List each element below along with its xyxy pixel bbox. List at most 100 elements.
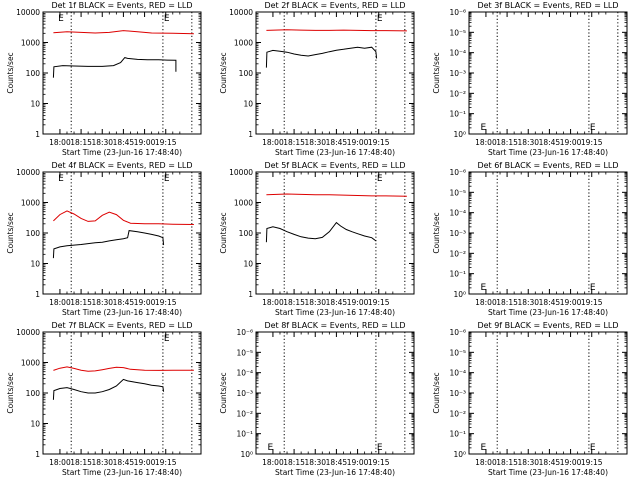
x-tick-label: 18:30 xyxy=(304,458,326,467)
y-tick-label: 1 xyxy=(248,130,253,139)
events-series-line xyxy=(265,221,377,243)
y-tick-label: 10 xyxy=(30,260,40,269)
e-marker: E xyxy=(377,14,383,24)
plot-frame xyxy=(468,11,628,135)
y-tick-label: 10⁰ xyxy=(453,290,466,299)
panel-title: Det 8f BLACK = Events, RED = LLD xyxy=(264,321,405,330)
y-tick-label: 10000 xyxy=(16,8,40,17)
plot-frame xyxy=(42,331,202,455)
plot-frame xyxy=(255,331,415,455)
panel-title: Det 4f BLACK = Events, RED = LLD xyxy=(51,161,192,170)
y-tick-label: 10⁻² xyxy=(449,409,466,418)
y-tick-label: 10000 xyxy=(229,168,253,177)
x-tick-label: 18:00 xyxy=(475,138,497,147)
y-tick-label: 1 xyxy=(35,450,40,459)
panel-title: Det 6f BLACK = Events, RED = LLD xyxy=(477,161,618,170)
y-axis-label: Counts/sec xyxy=(219,52,228,93)
x-tick-label: 18:00 xyxy=(262,298,284,307)
y-tick-label: 10 xyxy=(30,100,40,109)
y-axis-label: Counts/sec xyxy=(219,212,228,253)
y-tick-label: 10⁻² xyxy=(449,249,466,258)
events-series-line xyxy=(52,378,165,400)
panel-title: Det 3f BLACK = Events, RED = LLD xyxy=(477,1,618,10)
e-marker: E xyxy=(164,174,170,184)
y-tick-label: 1 xyxy=(35,130,40,139)
y-tick-label: 10⁰ xyxy=(453,130,466,139)
e-marker: E xyxy=(164,14,170,24)
y-axis-label: Counts/sec xyxy=(432,212,441,253)
detector-panel-5: Det 5f BLACK = Events, RED = LLD 1 10 100 10… xyxy=(219,161,415,317)
y-tick-label: 10⁻⁵ xyxy=(449,188,466,197)
y-tick-label: 1000 xyxy=(21,39,40,48)
y-axis-label: Counts/sec xyxy=(6,52,15,93)
x-tick-label: 18:00 xyxy=(49,458,71,467)
panel-title: Det 2f BLACK = Events, RED = LLD xyxy=(264,1,405,10)
e-marker: E xyxy=(480,283,486,293)
y-tick-label: 10⁻¹ xyxy=(449,270,466,279)
y-tick-label: 10⁰ xyxy=(240,450,253,459)
panel-title: Det 7f BLACK = Events, RED = LLD xyxy=(51,321,192,330)
y-tick-label: 10⁻³ xyxy=(449,229,466,238)
y-tick-label: 100 xyxy=(26,69,41,78)
y-tick-label: 10⁻² xyxy=(236,409,253,418)
x-tick-label: 19:00 xyxy=(134,298,156,307)
e-marker: E xyxy=(58,14,64,24)
y-tick-label: 10 xyxy=(243,100,253,109)
plot-frame xyxy=(255,171,415,295)
e-marker: E xyxy=(164,334,170,344)
events-series-line xyxy=(52,230,165,259)
y-tick-label: 10⁻⁶ xyxy=(449,328,466,337)
e-marker: E xyxy=(267,443,273,453)
detector-panel-3: Det 3f BLACK = Events, RED = LLD 10⁰ 10⁻¹ 1… xyxy=(432,1,628,157)
panel-title: Det 5f BLACK = Events, RED = LLD xyxy=(264,161,405,170)
x-tick-label: 18:15 xyxy=(283,138,305,147)
lld-series-line xyxy=(266,29,407,32)
x-tick-label: 18:45 xyxy=(113,298,135,307)
lld-series-line xyxy=(53,210,194,225)
x-tick-label: 18:15 xyxy=(70,138,92,147)
y-tick-label: 100 xyxy=(239,229,254,238)
x-tick-label: 19:00 xyxy=(347,458,369,467)
e-marker: E xyxy=(377,174,383,184)
y-tick-label: 10⁻¹ xyxy=(449,110,466,119)
y-tick-label: 10⁻⁴ xyxy=(449,369,466,378)
x-axis-label: Start Time (23-Jun-16 17:48:40) xyxy=(62,308,182,317)
y-tick-label: 10⁻³ xyxy=(449,69,466,78)
x-tick-label: 19:00 xyxy=(347,298,369,307)
e-marker: E xyxy=(590,283,596,293)
y-tick-label: 10⁻⁵ xyxy=(449,28,466,37)
x-tick-label: 18:15 xyxy=(70,458,92,467)
x-tick-label: 18:45 xyxy=(326,298,348,307)
plot-frame xyxy=(468,171,628,295)
y-tick-label: 10⁻² xyxy=(449,89,466,98)
panel-title: Det 1f BLACK = Events, RED = LLD xyxy=(51,1,192,10)
x-tick-label: 19:15 xyxy=(368,138,390,147)
detector-panel-4: Det 4f BLACK = Events, RED = LLD 1 10 100 10… xyxy=(6,161,202,317)
x-tick-label: 19:00 xyxy=(560,138,582,147)
x-tick-label: 18:30 xyxy=(517,298,539,307)
x-tick-label: 19:15 xyxy=(581,458,603,467)
x-tick-label: 18:45 xyxy=(113,138,135,147)
lld-series-line xyxy=(266,193,407,197)
panel-title: Det 9f BLACK = Events, RED = LLD xyxy=(477,321,618,330)
x-tick-label: 19:00 xyxy=(347,138,369,147)
detector-panel-8: Det 8f BLACK = Events, RED = LLD 10⁰ 10⁻¹ 1… xyxy=(219,321,415,477)
e-marker: E xyxy=(480,123,486,133)
y-tick-label: 10⁻⁴ xyxy=(449,209,466,218)
y-tick-label: 10000 xyxy=(16,328,40,337)
y-tick-label: 1000 xyxy=(21,359,40,368)
y-tick-label: 1 xyxy=(35,290,40,299)
x-tick-label: 18:00 xyxy=(262,138,284,147)
y-tick-label: 10⁻³ xyxy=(236,389,253,398)
x-axis-label: Start Time (23-Jun-16 17:48:40) xyxy=(275,308,395,317)
x-tick-label: 18:15 xyxy=(496,458,518,467)
x-axis-label: Start Time (23-Jun-16 17:48:40) xyxy=(488,308,608,317)
x-tick-label: 18:30 xyxy=(517,458,539,467)
y-tick-label: 100 xyxy=(26,229,41,238)
y-axis-label: Counts/sec xyxy=(432,52,441,93)
x-tick-label: 18:15 xyxy=(496,298,518,307)
x-tick-label: 18:45 xyxy=(539,458,561,467)
y-axis-label: Counts/sec xyxy=(6,372,15,413)
x-tick-label: 18:00 xyxy=(475,298,497,307)
x-tick-label: 18:00 xyxy=(49,298,71,307)
